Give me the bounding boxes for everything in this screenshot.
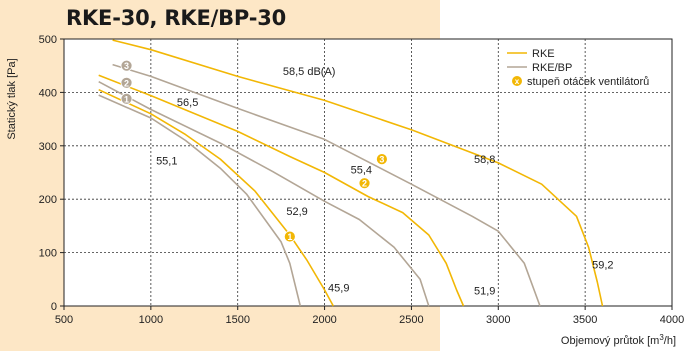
legend-rke-label: RKE <box>532 48 555 60</box>
speed-marker-label: 2 <box>362 179 367 189</box>
y-tick-label: 100 <box>39 248 57 260</box>
annotation-label: 58,5 dB(A) <box>283 66 336 78</box>
x-tick-label: 3500 <box>573 314 597 326</box>
speed-markers: 3 2 1 3 2 1 <box>120 59 388 243</box>
speed-marker-label: 3 <box>379 155 384 165</box>
plot-area <box>63 38 673 307</box>
x-tick-label: 4000 <box>660 314 684 326</box>
x-tick-label: 2000 <box>312 314 336 326</box>
speed-marker-rke-1 <box>283 230 296 243</box>
y-tick-label: 500 <box>39 34 57 46</box>
gridlines <box>64 39 672 306</box>
series-line-rke-bp-speed-3 <box>112 63 541 307</box>
speed-marker-rke-bp-3 <box>120 59 133 72</box>
x-tick-label: 1500 <box>225 314 249 326</box>
series-line-rke-speed-2 <box>98 74 465 307</box>
annotation-label: 55,4 <box>351 165 372 177</box>
x-tick-label: 2500 <box>399 314 423 326</box>
annotation-label: 59,2 <box>592 260 613 272</box>
series-line-rke-bp-speed-2 <box>98 80 430 307</box>
page-title: RKE-30, RKE/BP-30 <box>66 6 287 30</box>
x-tick-label: 3000 <box>486 314 510 326</box>
y-tick-label: 200 <box>39 194 57 206</box>
x-tick-label: 1000 <box>139 314 163 326</box>
speed-marker-label: 3 <box>124 61 129 71</box>
speed-marker-label: 1 <box>124 94 129 104</box>
legend-marker-icon <box>512 76 522 86</box>
y-tick-label: 0 <box>51 301 57 313</box>
legend: RKE RKE/BP x stupeň otáček ventilátorů <box>507 48 649 88</box>
x-tick-label: 500 <box>55 314 73 326</box>
annotation-label: 45,9 <box>328 283 349 295</box>
annotation-label: 51,9 <box>474 285 495 297</box>
y-axis-title: Statický tlak [Pa] <box>6 58 18 139</box>
series-line-rke-bp-speed-1 <box>98 94 302 307</box>
annotation-label: 55,1 <box>156 155 177 167</box>
x-axis-title: Objemový průtok [m3/h] <box>561 333 676 348</box>
series-line-rke-speed-1 <box>98 88 335 307</box>
annotation-label: 56,5 <box>177 97 198 109</box>
tick-labels: 500 1000 1500 2000 2500 3000 3500 4000010020030… <box>39 34 685 326</box>
speed-marker-rke-2 <box>358 177 371 190</box>
annotation-label: 52,9 <box>286 206 307 218</box>
legend-marker-label: stupeň otáček ventilátorů <box>527 76 649 88</box>
legend-marker-icon-letter: x <box>515 77 520 86</box>
speed-marker-rke-bp-1 <box>120 92 133 105</box>
annotation-label: 58,8 <box>474 154 495 166</box>
series-layer <box>98 39 604 307</box>
speed-marker-rke-bp-2 <box>120 76 133 89</box>
speed-marker-rke-3 <box>375 153 388 166</box>
legend-rke-bp-label: RKE/BP <box>532 62 572 74</box>
series-line-rke-speed-3 <box>112 39 604 307</box>
speed-marker-label: 2 <box>124 78 129 88</box>
annotations: 58,5 dB(A) 56,5 55,1 55,4 58,8 52,9 45,9 51,9 59… <box>156 66 613 297</box>
y-tick-label: 300 <box>39 141 57 153</box>
speed-marker-label: 1 <box>287 232 292 242</box>
y-tick-label: 400 <box>39 87 57 99</box>
